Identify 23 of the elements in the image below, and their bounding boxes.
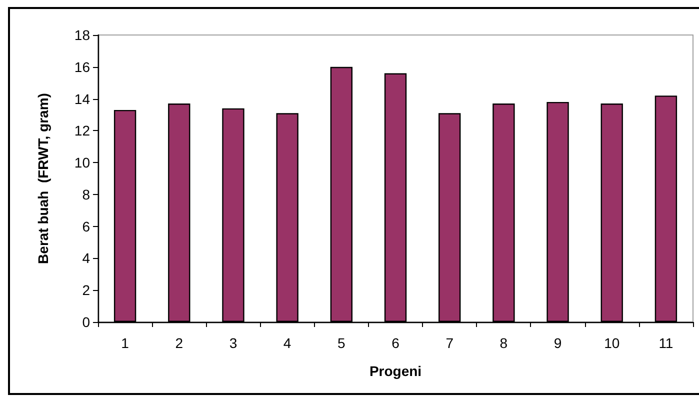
x-tick-label: 10 bbox=[604, 335, 620, 351]
y-tick-label: 2 bbox=[82, 282, 90, 298]
y-tick-label: 10 bbox=[74, 154, 90, 171]
y-tick-label: 6 bbox=[82, 218, 90, 234]
x-tick-label: 8 bbox=[500, 335, 508, 351]
x-tick-label: 11 bbox=[658, 335, 674, 351]
x-tick-label: 2 bbox=[175, 335, 184, 351]
y-tick-label: 8 bbox=[82, 186, 90, 202]
y-tick-label: 4 bbox=[82, 250, 90, 266]
y-axis-title: Berat buah (FRWT, gram) bbox=[35, 93, 51, 264]
x-tick-label: 5 bbox=[338, 335, 346, 351]
y-tick-label: 0 bbox=[82, 314, 90, 330]
y-tick-label: 16 bbox=[74, 58, 90, 75]
y-tick-label: 14 bbox=[74, 90, 90, 107]
x-tick-label: 4 bbox=[283, 335, 292, 351]
x-tick-label: 7 bbox=[446, 335, 454, 351]
x-axis-title: Progeni bbox=[369, 363, 422, 379]
x-tick-label: 1 bbox=[121, 335, 130, 351]
y-tick-label: 18 bbox=[74, 27, 90, 43]
x-tick-label: 6 bbox=[392, 335, 400, 351]
x-tick-label: 9 bbox=[554, 335, 562, 351]
x-tick-label: 3 bbox=[229, 335, 238, 351]
y-tick-label: 12 bbox=[74, 122, 90, 139]
